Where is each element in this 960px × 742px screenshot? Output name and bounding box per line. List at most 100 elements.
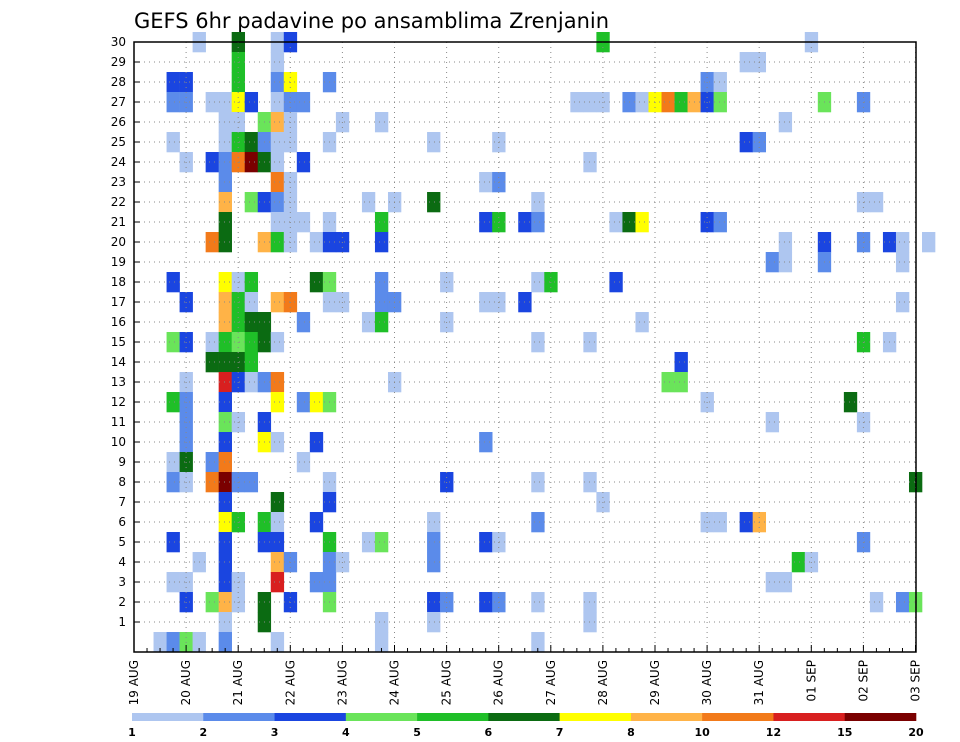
heatmap-cell — [583, 592, 597, 613]
heatmap-cell — [218, 312, 232, 333]
heatmap-cell — [270, 132, 285, 153]
heatmap-cell — [374, 272, 389, 293]
heatmap-cell — [531, 632, 545, 653]
heatmap-cell — [778, 232, 793, 253]
y-tick-label: 6 — [118, 515, 126, 529]
heatmap-cell — [218, 192, 232, 213]
heatmap-cell — [374, 312, 389, 333]
heatmap-cell — [296, 452, 311, 473]
heatmap-cell — [479, 212, 493, 233]
y-tick-label: 21 — [111, 215, 126, 229]
heatmap-cell — [531, 192, 545, 213]
heatmap-cell — [244, 92, 259, 113]
heatmap-cell — [583, 92, 597, 113]
heatmap-cell — [218, 392, 232, 413]
x-tick-label: 29 AUG — [648, 660, 662, 705]
x-tick-label: 23 AUG — [335, 660, 349, 705]
x-tick-label: 03 SEP — [909, 660, 923, 702]
heatmap-cell — [583, 472, 597, 493]
heatmap-cell — [791, 552, 806, 573]
heatmap-cell — [609, 212, 623, 233]
heatmap-cell — [296, 312, 311, 333]
x-tick-label: 22 AUG — [283, 660, 297, 705]
legend-tick-label: 8 — [627, 726, 635, 739]
heatmap-cell — [218, 172, 232, 193]
heatmap-cell — [922, 232, 936, 253]
heatmap-cell — [270, 52, 285, 73]
heatmap-cell — [739, 52, 753, 73]
x-tick-label: 02 SEP — [856, 660, 870, 702]
heatmap-cell — [374, 212, 389, 233]
legend-swatch — [417, 713, 489, 721]
x-tick-label: 31 AUG — [752, 660, 766, 705]
heatmap-cell — [270, 72, 285, 93]
heatmap-cell — [778, 112, 793, 133]
heatmap-cell — [479, 592, 493, 613]
legend-swatch — [630, 713, 703, 721]
heatmap-cell — [205, 472, 219, 493]
heatmap-cell — [531, 472, 545, 493]
heatmap-cell — [270, 632, 285, 653]
y-tick-label: 20 — [111, 235, 126, 249]
heatmap-cell — [309, 512, 324, 533]
heatmap-cell — [218, 612, 232, 633]
y-tick-label: 9 — [118, 455, 126, 469]
heatmap-cell — [374, 612, 389, 633]
legend-tick-label: 6 — [485, 726, 493, 739]
heatmap-cell — [674, 352, 688, 373]
heatmap-cell — [296, 392, 311, 413]
heatmap-cell — [218, 232, 232, 253]
heatmap-cell — [778, 572, 793, 593]
heatmap-cell — [713, 72, 727, 93]
heatmap-cell — [218, 112, 232, 133]
heatmap-cell — [166, 392, 180, 413]
heatmap-cell — [296, 92, 311, 113]
x-tick-label: 30 AUG — [700, 660, 714, 705]
heatmap-cell — [218, 132, 232, 153]
heatmap-cell — [374, 632, 389, 653]
heatmap-cell — [270, 92, 285, 113]
legend-tick-label: 20 — [908, 726, 924, 739]
legend-swatch — [773, 713, 846, 721]
y-tick-label: 26 — [111, 115, 126, 129]
legend-tick-label: 5 — [413, 726, 421, 739]
heatmap-cell — [583, 152, 597, 173]
heatmap-cell — [427, 552, 441, 573]
heatmap-cell — [765, 412, 780, 433]
heatmap-cell — [427, 192, 441, 213]
heatmap-cell — [244, 332, 259, 353]
heatmap-cell — [218, 152, 232, 173]
color-legend: 1 2 3 4 5 6 7 8 10 12 15 20 — [128, 713, 924, 739]
legend-swatch — [274, 713, 347, 721]
heatmap-cell — [583, 332, 597, 353]
y-tick-label: 22 — [111, 195, 126, 209]
heatmap-cell — [570, 92, 584, 113]
heatmap-cell — [218, 552, 232, 573]
legend-swatch — [203, 713, 275, 721]
heatmap-cell — [361, 532, 376, 553]
heatmap-cell — [244, 152, 259, 173]
heatmap-cell — [218, 492, 232, 513]
heatmap-cell — [166, 452, 180, 473]
heatmap-cell — [205, 152, 219, 173]
heatmap-cell — [674, 92, 688, 113]
heatmap-cell — [778, 252, 793, 273]
heatmap-cell — [479, 172, 493, 193]
legend-tick-label: 3 — [271, 726, 279, 739]
heatmap-cell — [218, 292, 232, 313]
heatmap-cell — [270, 372, 285, 393]
heatmap-cell — [713, 92, 727, 113]
heatmap-cell — [218, 372, 232, 393]
heatmap-cell — [739, 132, 753, 153]
legend-swatch — [345, 713, 418, 721]
heatmap-cell — [739, 512, 753, 533]
legend-tick-label: 15 — [837, 726, 852, 739]
heatmap-cell — [843, 392, 858, 413]
chart-title: GEFS 6hr padavine po ansamblima Zrenjani… — [134, 9, 609, 33]
x-tick-label: 27 AUG — [544, 660, 558, 705]
heatmap-cell — [244, 132, 259, 153]
heatmap-cell — [270, 172, 285, 193]
heatmap-cell — [609, 272, 623, 293]
y-tick-label: 5 — [118, 535, 126, 549]
